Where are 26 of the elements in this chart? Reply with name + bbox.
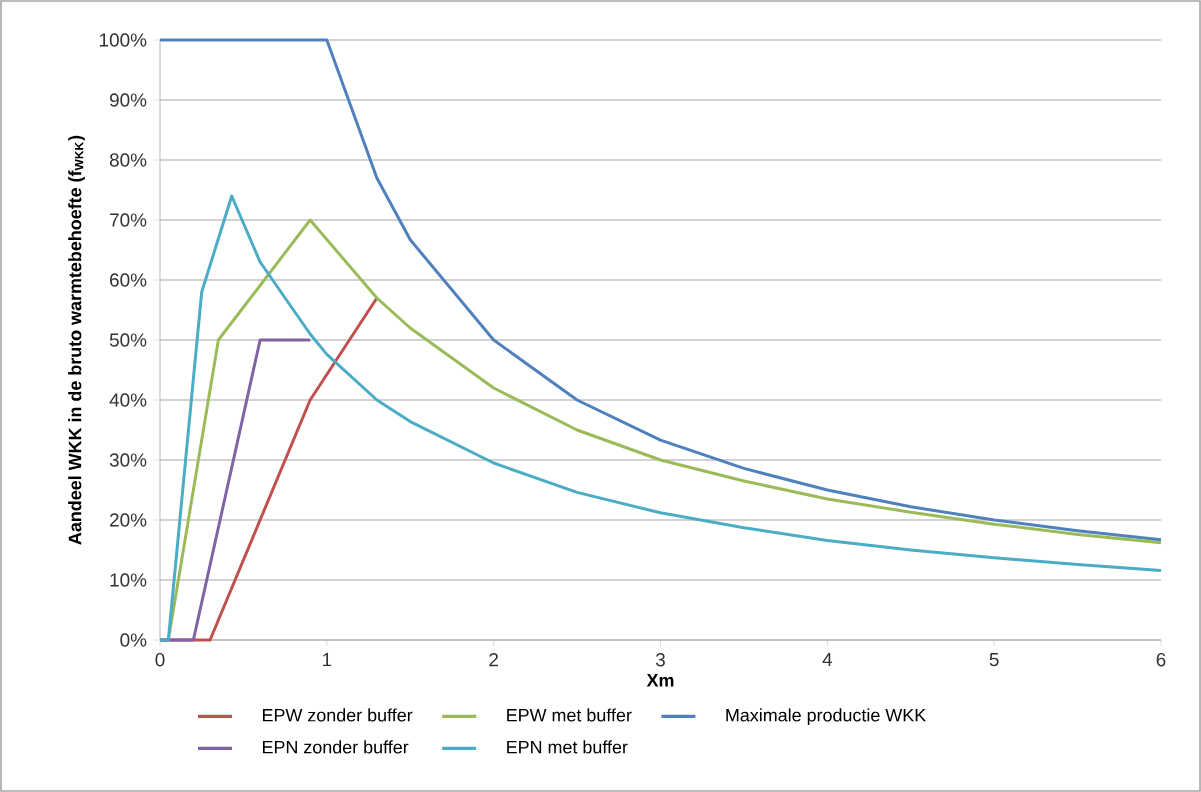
y-tick-label: 100%: [100, 33, 147, 47]
y-tick-label: 70%: [110, 213, 147, 227]
y-axis-title: Aandeel WKK in de bruto warmtebehoefte (f$_{WKK}$): [68, 135, 85, 545]
legend-label: EPW zonder buffer: [262, 708, 413, 722]
y-tick-label: 90%: [109, 93, 147, 107]
x-tick-label: 2: [489, 653, 498, 667]
legend-label: EPW met buffer: [507, 708, 632, 722]
x-tick-label: 3: [655, 653, 665, 667]
x-tick-label: 5: [989, 653, 999, 667]
y-tick-label: 60%: [110, 273, 147, 287]
y-tick-label: 50%: [109, 333, 147, 347]
x-tick-label: 6: [1156, 653, 1166, 667]
y-tick-label: 20%: [110, 513, 147, 527]
x-axis-title: Xm: [646, 674, 674, 687]
legend-label: EPN met buffer: [507, 740, 628, 754]
y-tick-label: 40%: [109, 393, 147, 407]
y-tick-label: 10%: [110, 573, 147, 587]
line-series: [158, 38, 1163, 542]
x-tick-label: 0: [155, 653, 165, 667]
y-tick-label: 30%: [109, 453, 147, 467]
x-tick-label: 4: [822, 653, 833, 667]
legend-label: Maximale productie WKK: [726, 708, 926, 726]
x-tick-label: 1: [323, 653, 332, 667]
y-tick-label: 80%: [109, 153, 147, 167]
y-tick-label: 0%: [120, 633, 147, 647]
legend-label: EPN zonder buffer: [262, 740, 409, 754]
